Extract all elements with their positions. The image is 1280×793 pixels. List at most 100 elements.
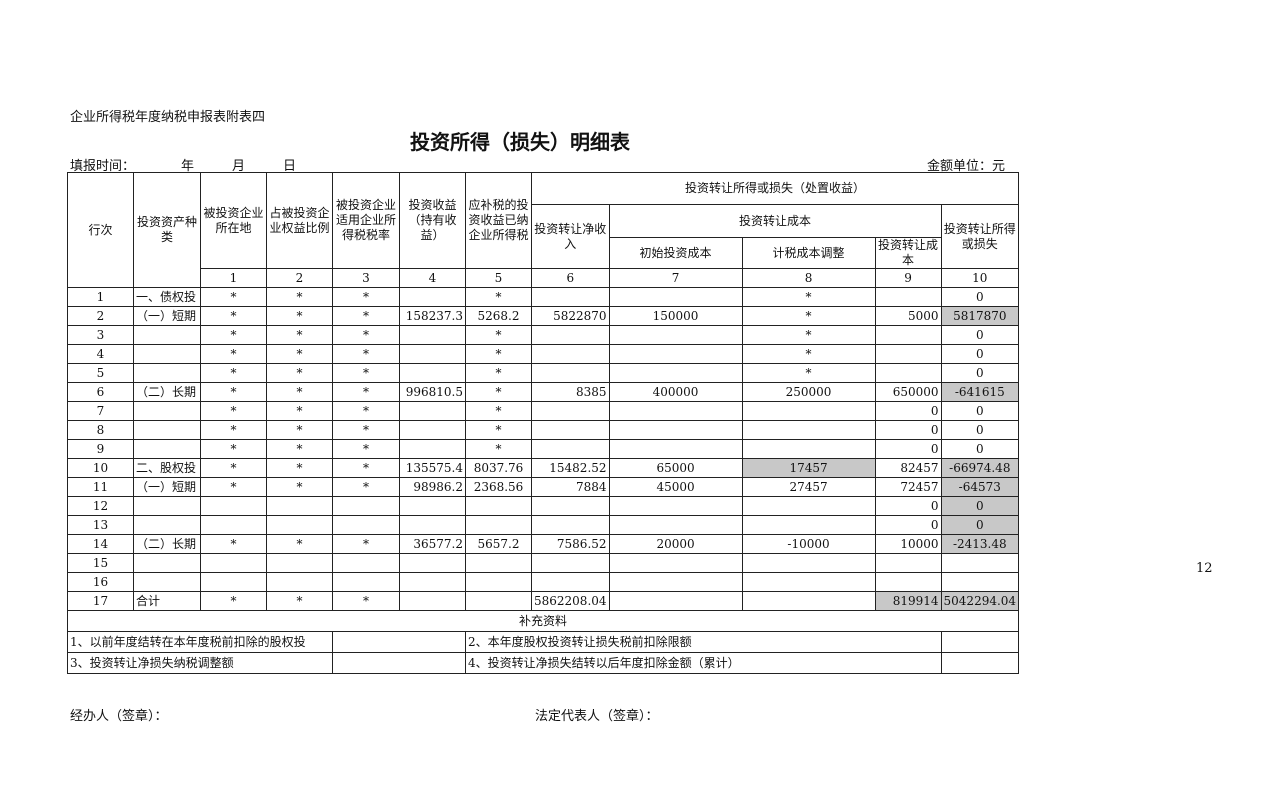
data-cell-col7[interactable] xyxy=(608,287,743,307)
data-cell-col5[interactable]: * xyxy=(465,439,532,459)
data-cell-col8[interactable]: 250000 xyxy=(741,382,876,402)
data-cell-col10[interactable]: 0 xyxy=(940,325,1020,345)
data-cell-col1[interactable]: * xyxy=(200,420,267,440)
data-cell-col6[interactable] xyxy=(531,363,610,383)
data-cell-col4[interactable] xyxy=(399,325,466,345)
data-cell-col5[interactable]: * xyxy=(465,401,532,421)
data-cell-col1[interactable]: * xyxy=(200,306,267,326)
data-cell-col3[interactable] xyxy=(332,515,400,535)
data-cell-col2[interactable] xyxy=(266,515,333,535)
data-cell-col8[interactable] xyxy=(741,420,876,440)
data-cell-col9[interactable]: 0 xyxy=(874,515,942,535)
data-cell-col2[interactable]: * xyxy=(266,287,333,307)
data-cell-col4[interactable] xyxy=(399,572,466,592)
data-cell-col10[interactable]: 0 xyxy=(940,420,1020,440)
data-cell-col10[interactable]: -64573 xyxy=(940,477,1020,497)
data-cell-col4[interactable]: 158237.3 xyxy=(399,306,466,326)
data-cell-col1[interactable]: * xyxy=(200,458,267,478)
data-cell-col2[interactable]: * xyxy=(266,420,333,440)
supplement-value-3[interactable] xyxy=(332,652,466,674)
data-cell-col5[interactable]: 8037.76 xyxy=(465,458,532,478)
data-cell-col2[interactable] xyxy=(266,572,333,592)
data-cell-col2[interactable]: * xyxy=(266,306,333,326)
data-cell-col10[interactable]: 0 xyxy=(940,439,1020,459)
data-cell-col5[interactable]: * xyxy=(465,420,532,440)
data-cell-col3[interactable]: * xyxy=(332,477,400,497)
data-cell-col1[interactable]: * xyxy=(200,363,267,383)
data-cell-col4[interactable] xyxy=(399,496,466,516)
data-cell-col4[interactable] xyxy=(399,287,466,307)
data-cell-col1[interactable] xyxy=(200,572,267,592)
data-cell-col4[interactable]: 36577.2 xyxy=(399,534,466,554)
data-cell-col2[interactable]: * xyxy=(266,439,333,459)
data-cell-col1[interactable]: * xyxy=(200,591,267,611)
data-cell-col10[interactable] xyxy=(940,572,1020,592)
data-cell-col8[interactable] xyxy=(741,553,876,573)
data-cell-col4[interactable] xyxy=(399,439,466,459)
data-cell-col5[interactable]: 5268.2 xyxy=(465,306,532,326)
data-cell-col2[interactable]: * xyxy=(266,458,333,478)
data-cell-col9[interactable]: 5000 xyxy=(874,306,942,326)
data-cell-col8[interactable] xyxy=(741,572,876,592)
data-cell-col3[interactable] xyxy=(332,572,400,592)
data-cell-col2[interactable] xyxy=(266,553,333,573)
data-cell-col7[interactable] xyxy=(608,591,743,611)
data-cell-col9[interactable]: 72457 xyxy=(874,477,942,497)
data-cell-col10[interactable]: 5042294.04 xyxy=(940,591,1020,611)
supplement-value-1[interactable] xyxy=(332,631,466,653)
data-cell-col5[interactable]: * xyxy=(465,325,532,345)
data-cell-col10[interactable]: 0 xyxy=(940,496,1020,516)
data-cell-col8[interactable]: * xyxy=(741,325,876,345)
data-cell-col3[interactable]: * xyxy=(332,420,400,440)
data-cell-col9[interactable]: 650000 xyxy=(874,382,942,402)
data-cell-col1[interactable]: * xyxy=(200,325,267,345)
data-cell-col8[interactable]: * xyxy=(741,306,876,326)
data-cell-col10[interactable]: -641615 xyxy=(940,382,1020,402)
data-cell-col7[interactable] xyxy=(608,496,743,516)
supplement-value-4[interactable] xyxy=(940,652,1020,674)
data-cell-col8[interactable] xyxy=(741,401,876,421)
data-cell-col1[interactable] xyxy=(200,496,267,516)
data-cell-col7[interactable]: 150000 xyxy=(608,306,743,326)
data-cell-col6[interactable] xyxy=(531,287,610,307)
data-cell-col7[interactable] xyxy=(608,420,743,440)
data-cell-col3[interactable]: * xyxy=(332,363,400,383)
data-cell-col7[interactable]: 400000 xyxy=(608,382,743,402)
data-cell-col6[interactable] xyxy=(531,401,610,421)
data-cell-col7[interactable] xyxy=(608,344,743,364)
data-cell-col6[interactable]: 8385 xyxy=(531,382,610,402)
data-cell-col6[interactable]: 15482.52 xyxy=(531,458,610,478)
data-cell-col7[interactable] xyxy=(608,515,743,535)
data-cell-col5[interactable] xyxy=(465,572,532,592)
data-cell-col7[interactable] xyxy=(608,363,743,383)
data-cell-col4[interactable] xyxy=(399,420,466,440)
data-cell-col7[interactable] xyxy=(608,439,743,459)
data-cell-col1[interactable] xyxy=(200,515,267,535)
data-cell-col3[interactable]: * xyxy=(332,458,400,478)
data-cell-col9[interactable]: 82457 xyxy=(874,458,942,478)
data-cell-col6[interactable] xyxy=(531,515,610,535)
data-cell-col5[interactable]: * xyxy=(465,382,532,402)
data-cell-col8[interactable]: 27457 xyxy=(741,477,876,497)
data-cell-col3[interactable] xyxy=(332,553,400,573)
data-cell-col3[interactable]: * xyxy=(332,287,400,307)
data-cell-col5[interactable]: * xyxy=(465,344,532,364)
data-cell-col4[interactable] xyxy=(399,553,466,573)
data-cell-col6[interactable] xyxy=(531,344,610,364)
data-cell-col6[interactable] xyxy=(531,553,610,573)
data-cell-col1[interactable]: * xyxy=(200,534,267,554)
data-cell-col5[interactable]: 5657.2 xyxy=(465,534,532,554)
data-cell-col1[interactable]: * xyxy=(200,477,267,497)
data-cell-col2[interactable]: * xyxy=(266,344,333,364)
data-cell-col9[interactable] xyxy=(874,363,942,383)
data-cell-col2[interactable]: * xyxy=(266,591,333,611)
data-cell-col2[interactable]: * xyxy=(266,363,333,383)
data-cell-col10[interactable]: 5817870 xyxy=(940,306,1020,326)
data-cell-col7[interactable] xyxy=(608,401,743,421)
data-cell-col5[interactable]: * xyxy=(465,363,532,383)
data-cell-col10[interactable]: 0 xyxy=(940,515,1020,535)
data-cell-col1[interactable]: * xyxy=(200,439,267,459)
data-cell-col6[interactable] xyxy=(531,325,610,345)
data-cell-col7[interactable]: 65000 xyxy=(608,458,743,478)
data-cell-col9[interactable]: 0 xyxy=(874,420,942,440)
